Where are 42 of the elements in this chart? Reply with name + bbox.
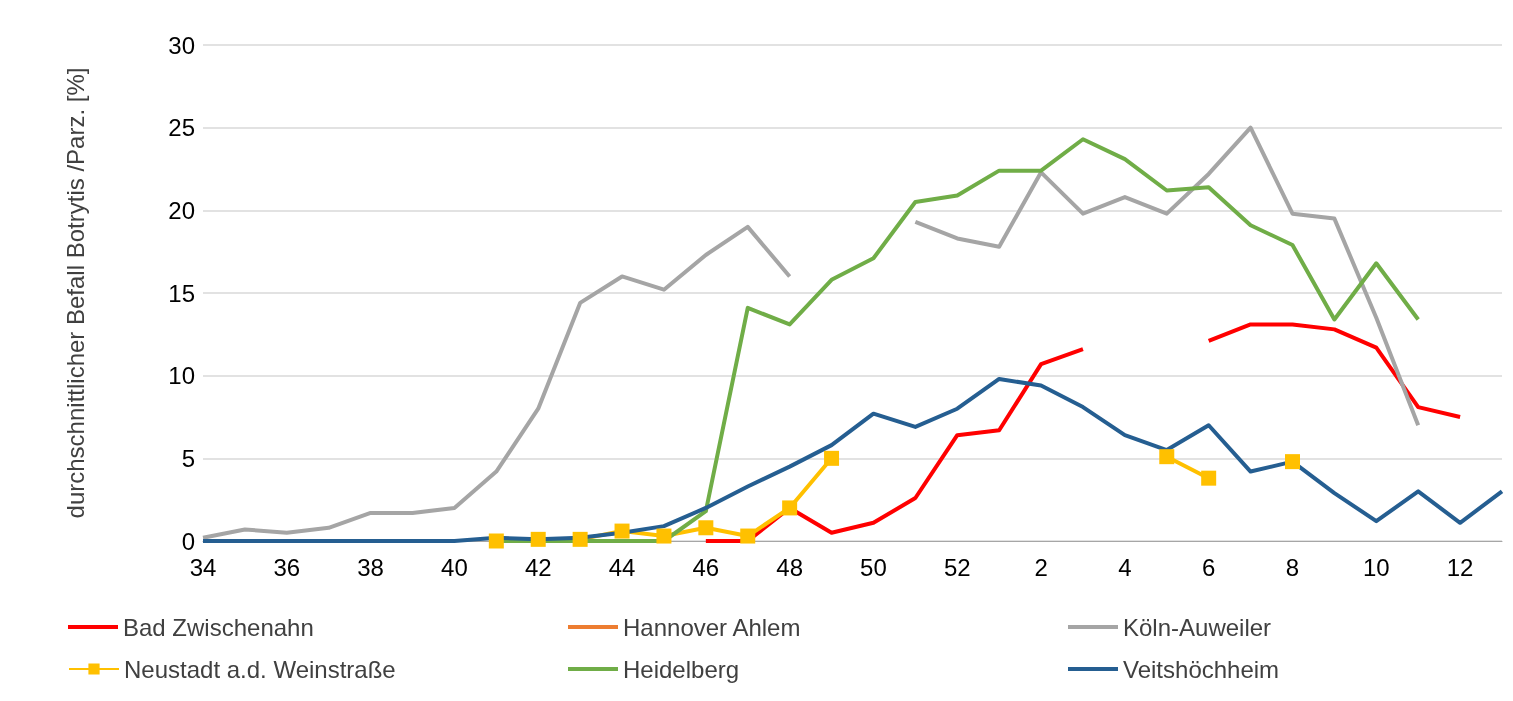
x-tick-label: 34 [189, 553, 217, 581]
legend-label: Neustadt a.d. Weinstraße [124, 655, 396, 683]
point [488, 533, 504, 549]
y-tick-label: 10 [168, 362, 195, 390]
point [530, 531, 546, 547]
point [1201, 470, 1217, 486]
y-tick-label: 15 [168, 279, 195, 307]
point [1159, 449, 1175, 465]
legend-label: Veitshöchheim [1123, 655, 1280, 683]
x-tick-label: 40 [441, 553, 468, 581]
x-tick-label: 12 [1446, 553, 1474, 581]
point [572, 531, 588, 547]
y-tick-label: 30 [168, 31, 195, 59]
legend-label: Köln-Auweiler [1123, 613, 1272, 641]
point [1284, 454, 1300, 470]
legend-label: Hannover Ahlem [623, 613, 801, 641]
y-tick-label: 0 [181, 527, 195, 555]
x-tick-label: 48 [776, 553, 803, 581]
x-tick-label: 38 [357, 553, 384, 581]
x-tick-label: 6 [1202, 553, 1216, 581]
y-axis-title: durchschnittlicher Befall Botrytis /Parz. [%] [61, 67, 89, 519]
y-tick-label: 20 [168, 196, 195, 224]
y-tick-label: 5 [181, 444, 195, 472]
legend-label: Heidelberg [623, 655, 740, 683]
x-tick-label: 46 [692, 553, 720, 581]
point [656, 528, 672, 544]
point [782, 500, 798, 516]
x-tick-label: 8 [1285, 553, 1300, 581]
x-tick-label: 4 [1118, 553, 1132, 581]
point [614, 523, 630, 539]
x-tick-label: 36 [273, 553, 301, 581]
point [740, 528, 756, 544]
x-tick-label: 52 [943, 553, 971, 581]
x-tick-label: 42 [524, 553, 552, 581]
y-tick-label: 25 [168, 114, 195, 142]
legend-label: Bad Zwischenahn [123, 613, 314, 641]
x-tick-label: 50 [860, 553, 887, 581]
point [698, 520, 714, 536]
x-tick-label: 10 [1362, 553, 1390, 581]
point [824, 450, 840, 466]
x-tick-label: 44 [608, 553, 636, 581]
x-tick-label: 2 [1034, 553, 1048, 581]
